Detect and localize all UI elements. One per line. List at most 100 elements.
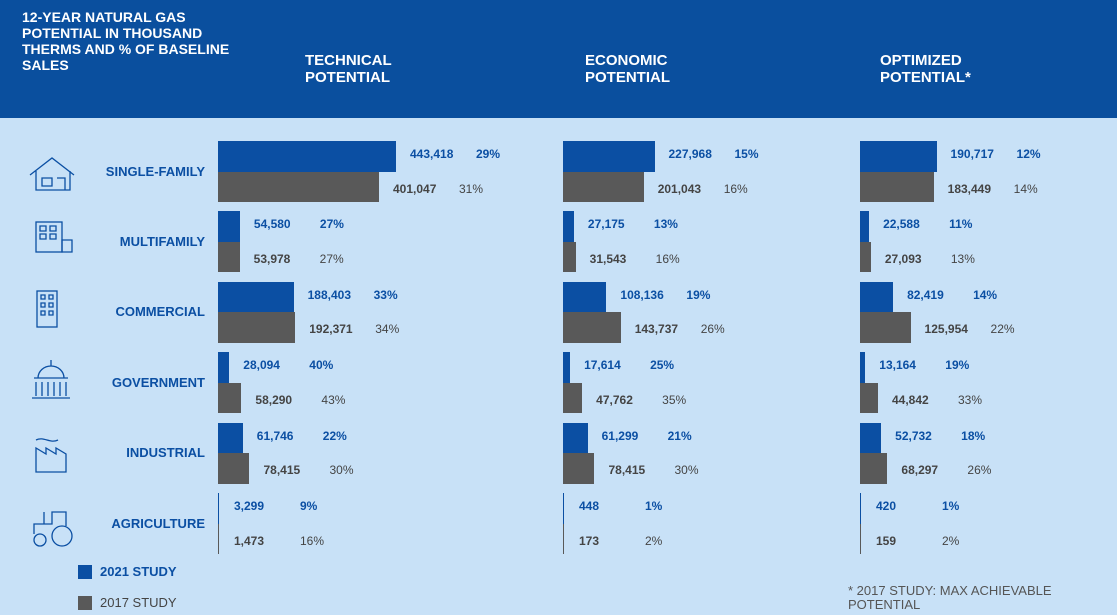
panel-title: TECHNICAL POTENTIAL (305, 52, 392, 86)
legend-label: 2017 STUDY (100, 595, 177, 610)
percent-label: 26% (967, 463, 992, 478)
apartment-icon (35, 221, 73, 253)
bar (563, 141, 655, 172)
percent-label: 1% (645, 499, 663, 513)
bar (218, 493, 220, 524)
bar (860, 241, 871, 273)
percent-label: 31% (458, 181, 484, 196)
category-label: GOVERNMENT (111, 374, 205, 390)
value-label: 443,418 (410, 147, 454, 161)
value-label: 201,043 (657, 181, 702, 196)
bar (218, 382, 242, 414)
bar (860, 453, 888, 484)
value-label: 420 (876, 499, 897, 513)
bar (563, 352, 571, 383)
percent-label: 1% (942, 499, 960, 513)
bar (218, 352, 230, 383)
value-label: 108,136 (620, 287, 664, 302)
percent-label: 2% (942, 533, 960, 548)
value-label: 61,746 (256, 428, 294, 443)
bar (860, 281, 894, 313)
value-label: 401,047 (392, 181, 437, 196)
percent-label: 16% (723, 181, 748, 196)
percent-label: 19% (686, 287, 711, 302)
percent-label: 27% (319, 251, 344, 266)
bar (860, 382, 878, 414)
value-label: 190,717 (950, 147, 994, 161)
office-icon (36, 290, 58, 328)
bar (218, 281, 294, 313)
header (0, 0, 1117, 118)
value-label: 1,473 (234, 533, 265, 548)
bar (218, 241, 240, 273)
percent-label: 34% (375, 322, 400, 337)
category-label: AGRICULTURE (111, 515, 205, 531)
bar (218, 453, 250, 484)
value-label: 58,290 (255, 392, 293, 407)
value-label: 159 (876, 533, 897, 548)
bar (860, 211, 870, 242)
category-label: SINGLE-FAMILY (105, 163, 205, 179)
bar (218, 422, 243, 454)
percent-label: 16% (300, 533, 325, 548)
value-label: 78,415 (263, 463, 301, 478)
percent-label: 13% (950, 251, 975, 266)
bar (563, 281, 607, 313)
value-label: 192,371 (309, 322, 353, 337)
category-label: MULTIFAMILY (119, 233, 205, 249)
percent-label: 26% (700, 322, 725, 337)
bar (563, 171, 644, 202)
bar (860, 422, 882, 454)
percent-label: 33% (958, 392, 983, 407)
value-label: 448 (579, 499, 600, 513)
value-label: 61,299 (601, 428, 639, 443)
category-label: INDUSTRIAL (126, 445, 205, 461)
bar (218, 141, 396, 172)
bar (218, 171, 379, 202)
value-label: 227,968 (668, 147, 712, 161)
percent-label: 22% (322, 428, 347, 443)
bar (860, 523, 861, 554)
panel-title: ECONOMIC POTENTIAL (585, 52, 670, 86)
value-label: 125,954 (924, 322, 968, 337)
legend-swatch (78, 565, 92, 579)
value-label: 27,093 (884, 251, 922, 266)
value-label: 22,588 (883, 217, 920, 232)
percent-label: 35% (662, 392, 687, 407)
panel-title: OPTIMIZED POTENTIAL* (880, 52, 971, 86)
bar (563, 382, 583, 414)
value-label: 52,732 (895, 428, 932, 443)
bar (860, 171, 934, 202)
percent-label: 15% (734, 147, 759, 161)
percent-label: 2% (645, 533, 663, 548)
percent-label: 13% (653, 217, 678, 232)
percent-label: 30% (674, 463, 699, 478)
percent-label: 30% (329, 463, 354, 478)
percent-label: 11% (949, 217, 973, 232)
value-label: 44,842 (892, 392, 929, 407)
bar (563, 523, 564, 554)
tractor-icon (33, 511, 73, 547)
percent-label: 27% (319, 217, 344, 232)
header-title: 12-YEAR NATURAL GAS POTENTIAL IN THOUSAN… (22, 9, 230, 73)
bar (563, 312, 621, 343)
bar (563, 211, 574, 242)
value-label: 31,543 (589, 251, 627, 266)
percent-label: 18% (961, 428, 986, 443)
bar (563, 241, 576, 273)
value-label: 17,614 (584, 358, 621, 373)
percent-label: 19% (945, 358, 970, 373)
bar (860, 141, 937, 172)
value-label: 3,299 (234, 499, 265, 513)
bar (860, 352, 866, 383)
percent-label: 16% (655, 251, 680, 266)
bar (860, 493, 861, 524)
value-label: 173 (579, 533, 600, 548)
footnote: * 2017 STUDY: MAX ACHIEVABLE POTENTIAL (848, 583, 1052, 612)
value-label: 143,737 (634, 322, 679, 337)
value-label: 78,415 (608, 463, 646, 478)
percent-label: 40% (309, 358, 334, 373)
bar (218, 211, 240, 242)
value-label: 13,164 (879, 358, 916, 373)
